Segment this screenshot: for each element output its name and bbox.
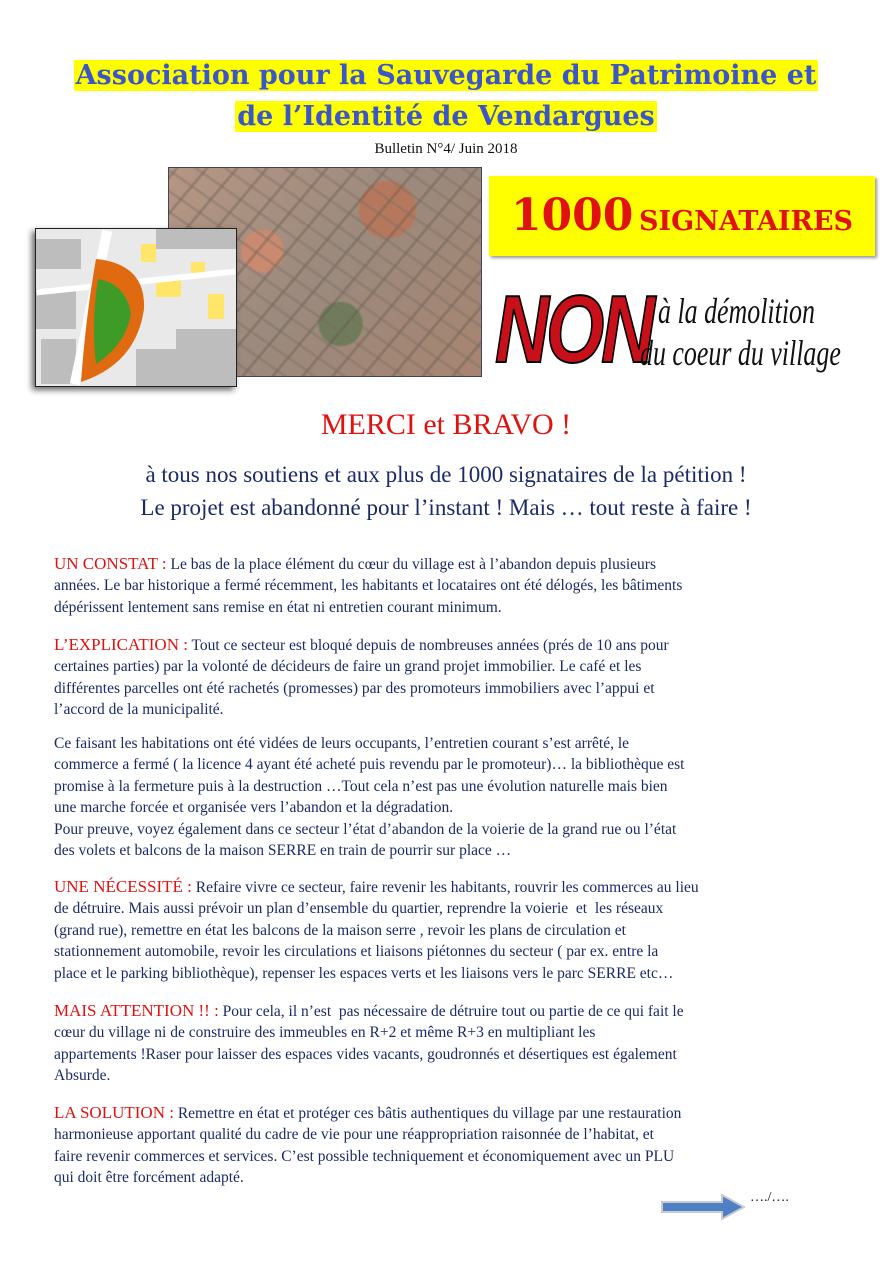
title-line-1: Association pour la Sauvegarde du Patrim…: [73, 60, 819, 91]
paragraph-text: Ce faisant les habitations ont été vidée…: [54, 735, 630, 752]
paragraph-line: LA SOLUTION : Remettre en état et protég…: [54, 1102, 854, 1124]
section-label: UN CONSTAT :: [54, 554, 167, 573]
paragraph-text: dépérissent lentement sans remise en éta…: [54, 598, 502, 616]
section-label: L’EXPLICATION :: [54, 635, 188, 654]
paragraph-text: Remettre en état et protéger ces bâtis a…: [173, 1105, 682, 1122]
project-zone: [81, 259, 145, 382]
paragraph-line: L’EXPLICATION : Tout ce secteur est bloq…: [54, 634, 854, 656]
paragraph-text: l’accord de la municipalité.: [54, 701, 224, 719]
paragraph-text: Le bas de la place élément du cœur du vi…: [166, 556, 657, 573]
paragraph-text: Pour preuve, voyez également dans ce sec…: [54, 820, 677, 838]
paragraph-text: années. Le bar historique a fermé récemm…: [54, 577, 683, 595]
paragraph-line: dépérissent lentement sans remise en éta…: [54, 597, 854, 618]
paragraph-line: de détruire. Mais aussi prévoir un plan …: [54, 898, 854, 919]
thanks-line-1: à tous nos soutiens et aux plus de 1000 …: [145, 462, 747, 487]
paragraph-line: des volets et balcons de la maison SERRE…: [54, 840, 854, 861]
section-paragraph: L’EXPLICATION : Tout ce secteur est bloq…: [54, 634, 854, 721]
paragraph-text: des volets et balcons de la maison SERRE…: [54, 842, 512, 860]
paragraph-line: qui doit être forcément adapté.: [54, 1167, 854, 1188]
paragraph-line: cœur du village ni de construire des imm…: [54, 1022, 854, 1043]
paragraph-text: certaines parties) par la volonté de déc…: [54, 658, 642, 676]
paragraph-line: appartements !Raser pour laisser des esp…: [54, 1044, 854, 1065]
paragraph-line: place et le parking bibliothèque), repen…: [54, 963, 854, 984]
paragraph-text: harmonieuse apportant qualité du cadre d…: [54, 1126, 654, 1144]
paragraph-line: MAIS ATTENTION !! : Pour cela, il n’est …: [54, 1000, 854, 1022]
paragraph-text: de détruire. Mais aussi prévoir un plan …: [54, 900, 664, 918]
paragraph-line: harmonieuse apportant qualité du cadre d…: [54, 1124, 854, 1145]
section-label: LA SOLUTION :: [54, 1103, 174, 1122]
paragraph-text: qui doit être forcément adapté.: [54, 1169, 244, 1187]
paragraph-line: UNE NÉCESSITÉ : Refaire vivre ce secteur…: [54, 876, 854, 898]
paragraph-text: (grand rue), remettre en état les balcon…: [54, 921, 626, 939]
paragraph-text: Tout ce secteur est bloqué depuis de nom…: [187, 637, 669, 654]
paragraph-text: commerce a fermé ( la licence 4 ayant ét…: [54, 756, 685, 774]
paragraph-text: faire revenir commerces et services. C’e…: [54, 1147, 675, 1165]
section-paragraph: LA SOLUTION : Remettre en état et protég…: [54, 1102, 854, 1189]
paragraph-line: Absurde.: [54, 1065, 854, 1086]
paragraph-line: une marche forcée et organisée vers l’ab…: [54, 797, 854, 818]
paragraph-text: promise à la fermeture puis à la destruc…: [54, 777, 668, 795]
paragraph-line: (grand rue), remettre en état les balcon…: [54, 920, 854, 941]
paragraph-line: stationnement automobile, revoir les cir…: [54, 941, 854, 962]
paragraph-line: l’accord de la municipalité.: [54, 699, 854, 720]
paragraph-line: certaines parties) par la volonté de déc…: [54, 656, 854, 677]
non-slogan: NON: [494, 276, 656, 383]
section-label: UNE NÉCESSITÉ :: [54, 877, 192, 896]
section-label: MAIS ATTENTION !! :: [54, 1001, 219, 1020]
paragraph-line: promise à la fermeture puis à la destruc…: [54, 776, 854, 797]
paragraph-line: Ce faisant les habitations ont été vidée…: [54, 733, 854, 754]
paragraph-text: place et le parking bibliothèque), repen…: [54, 964, 674, 982]
signatories-banner: 1000 SIGNATAIRES: [489, 176, 875, 256]
section-paragraph: UN CONSTAT : Le bas de la place élément …: [54, 553, 854, 618]
arrow-right-icon: [661, 1194, 746, 1221]
paragraph-line: Pour preuve, voyez également dans ce sec…: [54, 819, 854, 840]
thanks-headline: MERCI et BRAVO !: [320, 408, 572, 441]
paragraph-text: Refaire vivre ce secteur, faire revenir …: [191, 879, 699, 896]
paragraph-line: années. Le bar historique a fermé récemm…: [54, 575, 854, 596]
non-slogan-text: à la démolition du coeur du village: [640, 291, 841, 373]
paragraph-line: différentes parcelles ont été rachetés (…: [54, 678, 854, 699]
section-paragraph: MAIS ATTENTION !! : Pour cela, il n’est …: [54, 1000, 854, 1087]
title-line-2: de l’Identité de Vendargues: [235, 101, 657, 132]
bulletin-number: Bulletin N°4/ Juin 2018: [374, 141, 518, 157]
paragraph-text: Absurde.: [54, 1067, 111, 1085]
paragraph-line: commerce a fermé ( la licence 4 ayant ét…: [54, 754, 854, 775]
paragraph-line: UN CONSTAT : Le bas de la place élément …: [54, 553, 854, 575]
continued-marker: …./….: [750, 1190, 789, 1205]
paragraph-text: appartements !Raser pour laisser des esp…: [54, 1045, 677, 1063]
paragraph-text: différentes parcelles ont été rachetés (…: [54, 679, 655, 697]
paragraph-text: stationnement automobile, revoir les cir…: [54, 943, 659, 961]
paragraph-text: Pour cela, il n’est pas nécessaire de dé…: [218, 1003, 684, 1020]
paragraph-text: cœur du village ni de construire des imm…: [54, 1024, 596, 1042]
village-map: [35, 228, 237, 387]
thanks-line-2: Le projet est abandonné pour l’instant !…: [140, 495, 752, 520]
paragraph-line: faire revenir commerces et services. C’e…: [54, 1146, 854, 1167]
section-paragraph: UNE NÉCESSITÉ : Refaire vivre ce secteur…: [54, 876, 854, 984]
section-paragraph: Ce faisant les habitations ont été vidée…: [54, 733, 854, 861]
paragraph-text: une marche forcée et organisée vers l’ab…: [54, 799, 454, 817]
